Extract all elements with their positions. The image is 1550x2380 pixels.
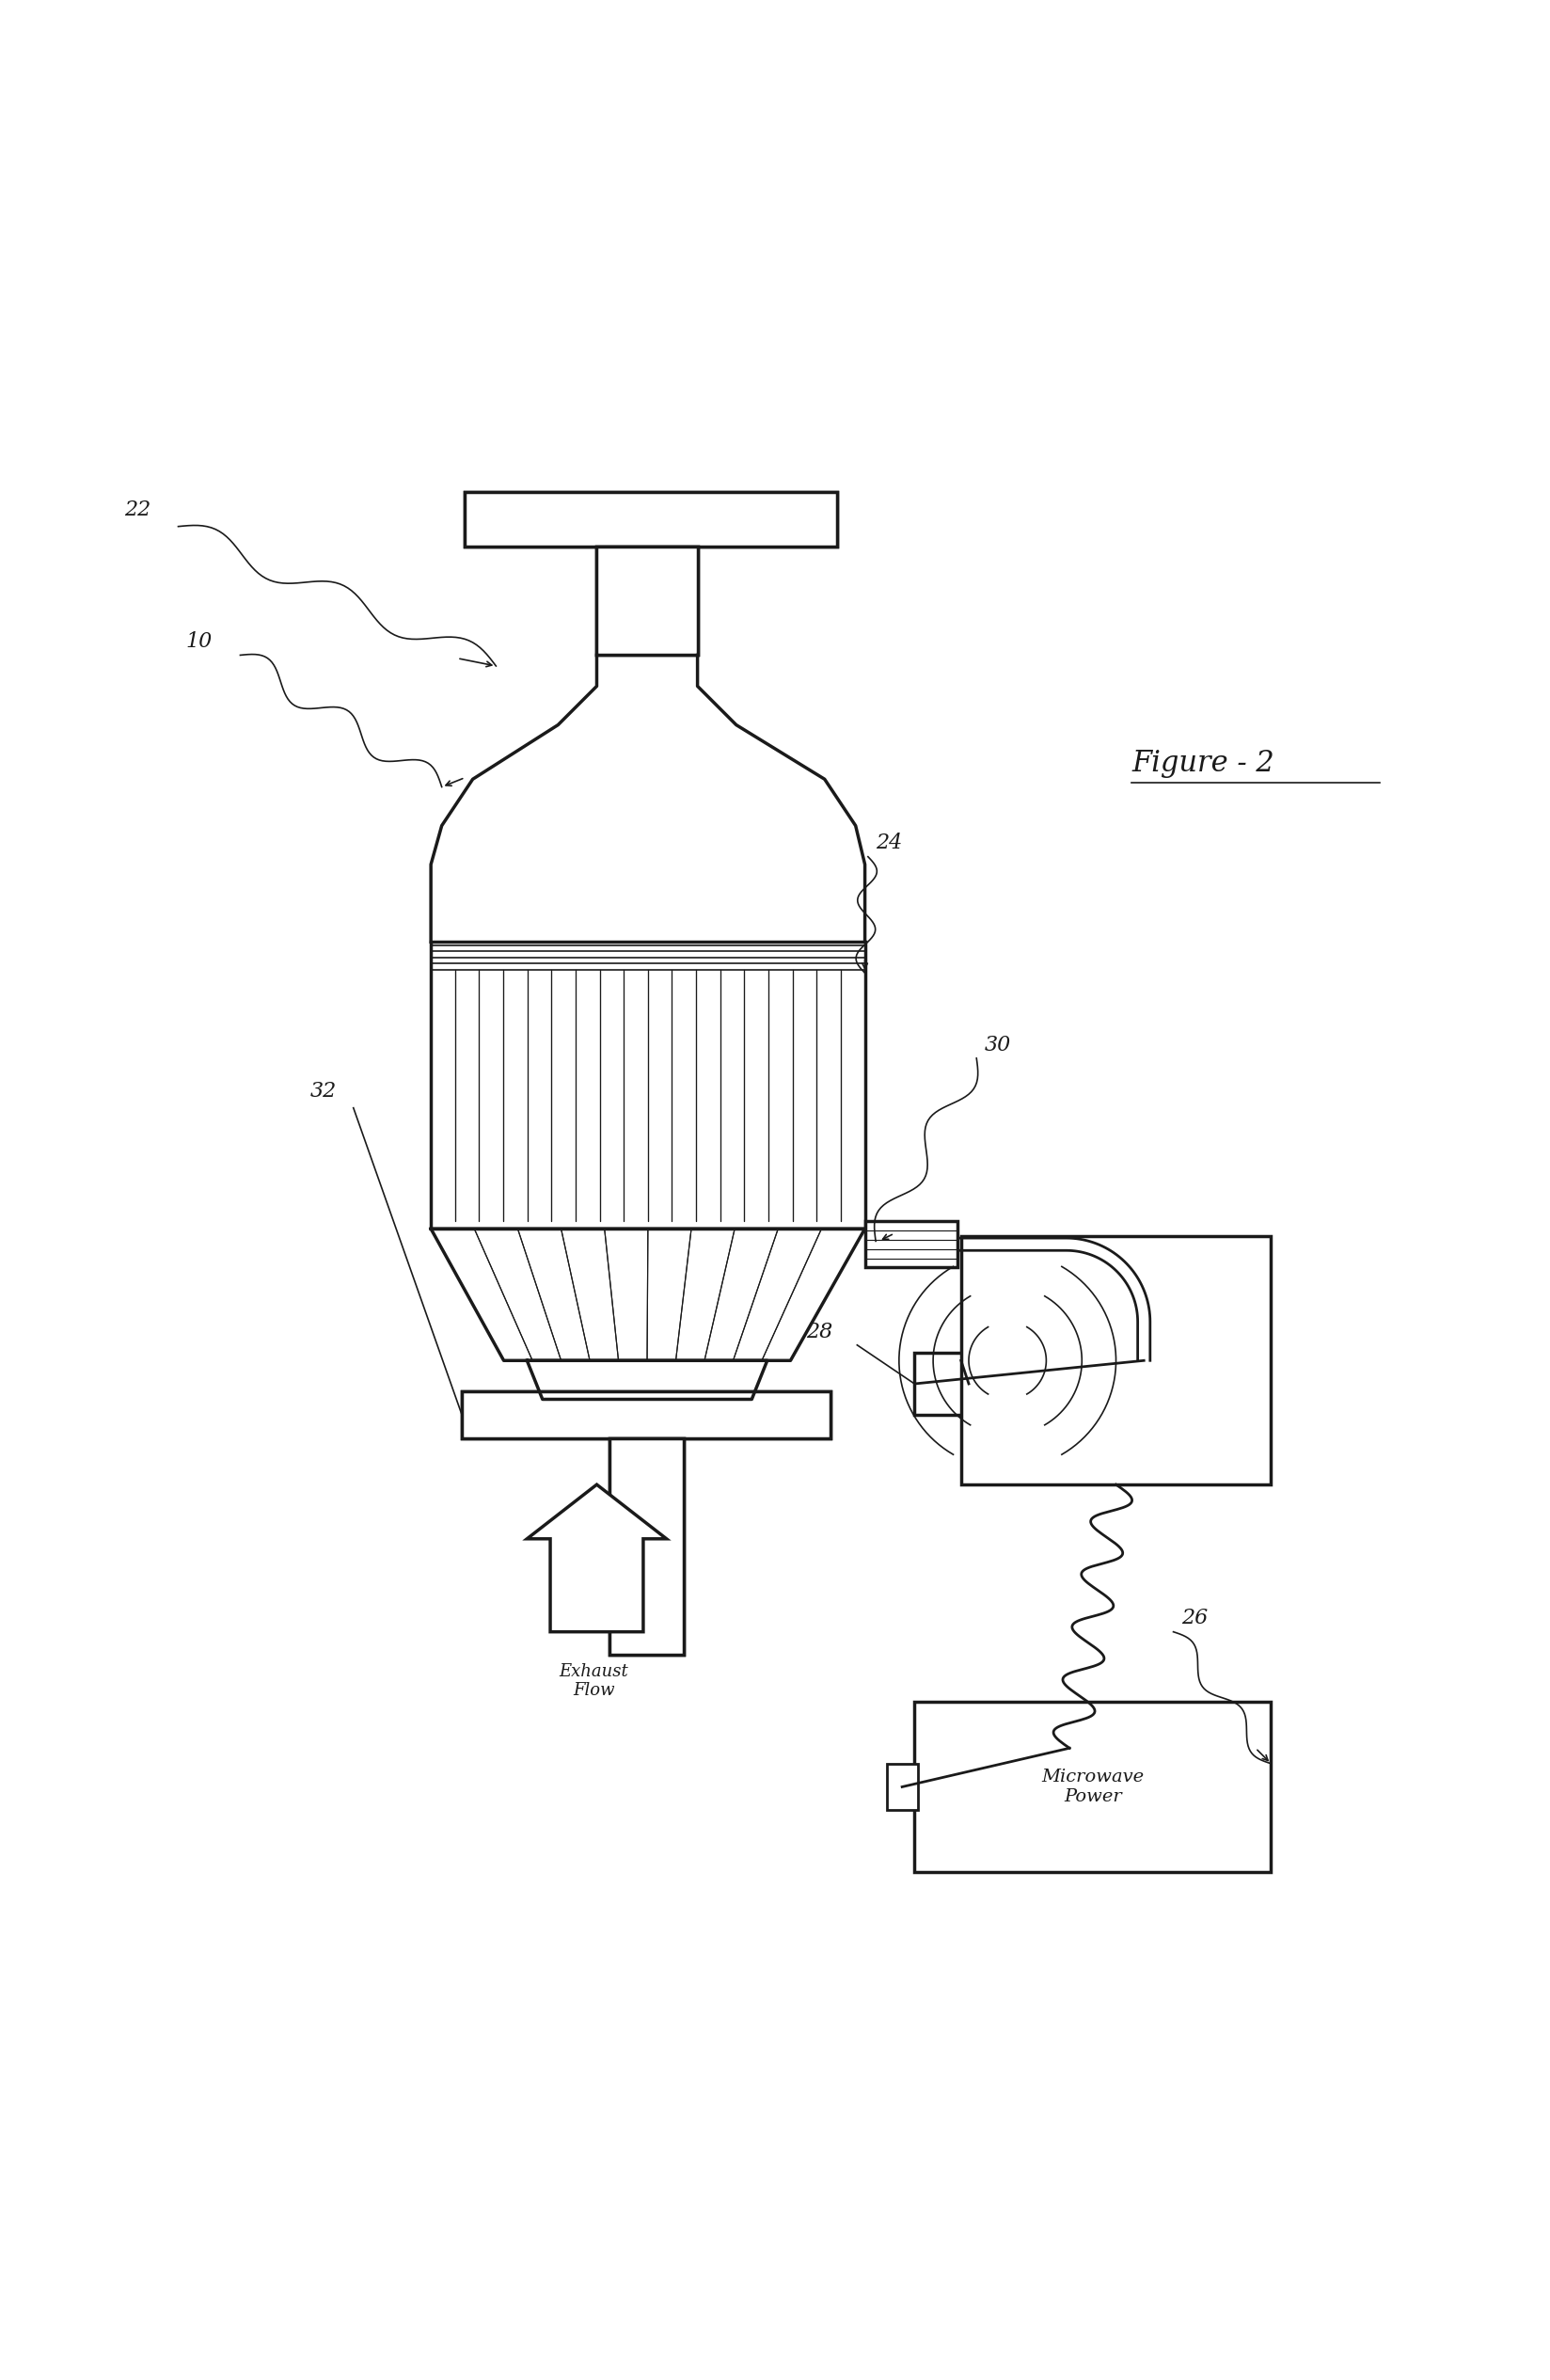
- Bar: [961, 1238, 1271, 1485]
- Bar: [465, 493, 837, 547]
- Text: 26: 26: [1181, 1609, 1207, 1628]
- Text: 10: 10: [186, 631, 212, 652]
- Bar: [865, 1221, 958, 1269]
- Text: 28: 28: [806, 1321, 832, 1342]
- Text: 32: 32: [310, 1081, 336, 1102]
- Bar: [465, 493, 837, 547]
- Bar: [431, 942, 865, 1228]
- Bar: [887, 1764, 918, 1811]
- Text: 22: 22: [124, 500, 150, 521]
- Polygon shape: [527, 1485, 666, 1633]
- Bar: [597, 547, 698, 654]
- Text: 24: 24: [876, 833, 902, 854]
- Bar: [609, 1438, 684, 1654]
- Bar: [597, 547, 698, 654]
- Bar: [462, 1392, 831, 1438]
- Text: Microwave
Power: Microwave Power: [1042, 1768, 1144, 1804]
- Bar: [609, 1438, 684, 1654]
- Text: Exhaust
Flow: Exhaust Flow: [560, 1664, 628, 1699]
- Bar: [462, 1392, 831, 1438]
- Bar: [914, 1702, 1271, 1873]
- Bar: [914, 1352, 969, 1414]
- Text: Figure - 2: Figure - 2: [1132, 750, 1274, 778]
- Text: 30: 30: [984, 1035, 1011, 1054]
